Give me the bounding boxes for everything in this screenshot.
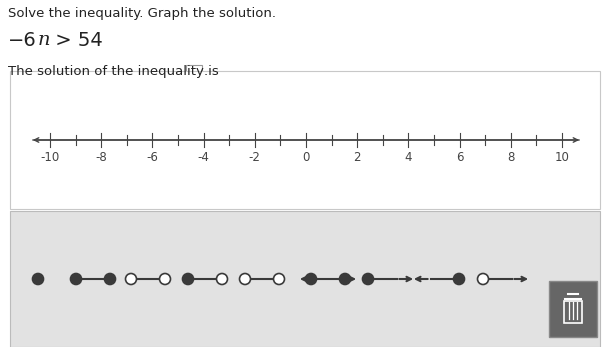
Text: -2: -2 — [249, 151, 261, 164]
Circle shape — [105, 273, 116, 285]
Text: n: n — [38, 31, 51, 49]
Text: -8: -8 — [95, 151, 107, 164]
FancyBboxPatch shape — [10, 71, 600, 209]
Circle shape — [453, 273, 465, 285]
Text: 2: 2 — [354, 151, 361, 164]
Text: −6: −6 — [8, 31, 37, 50]
Circle shape — [239, 273, 250, 285]
Circle shape — [32, 273, 43, 285]
Text: -4: -4 — [198, 151, 209, 164]
FancyBboxPatch shape — [186, 65, 202, 78]
Text: > 54: > 54 — [49, 31, 103, 50]
Circle shape — [70, 273, 81, 285]
Bar — [564, 301, 582, 323]
Circle shape — [125, 273, 136, 285]
Circle shape — [274, 273, 285, 285]
Circle shape — [477, 273, 488, 285]
Text: -6: -6 — [146, 151, 159, 164]
Circle shape — [340, 273, 351, 285]
Text: 6: 6 — [456, 151, 463, 164]
Text: Solve the inequality. Graph the solution.: Solve the inequality. Graph the solution… — [8, 7, 276, 20]
FancyBboxPatch shape — [10, 211, 600, 347]
Circle shape — [362, 273, 373, 285]
Text: 10: 10 — [554, 151, 569, 164]
Circle shape — [305, 273, 316, 285]
Circle shape — [160, 273, 171, 285]
Circle shape — [182, 273, 193, 285]
Text: -10: -10 — [40, 151, 59, 164]
Text: 0: 0 — [302, 151, 310, 164]
Text: .: . — [204, 65, 208, 78]
Bar — [549, 281, 597, 337]
Circle shape — [217, 273, 228, 285]
Text: 4: 4 — [405, 151, 412, 164]
Text: The solution of the inequality is: The solution of the inequality is — [8, 65, 218, 78]
Text: 8: 8 — [507, 151, 515, 164]
